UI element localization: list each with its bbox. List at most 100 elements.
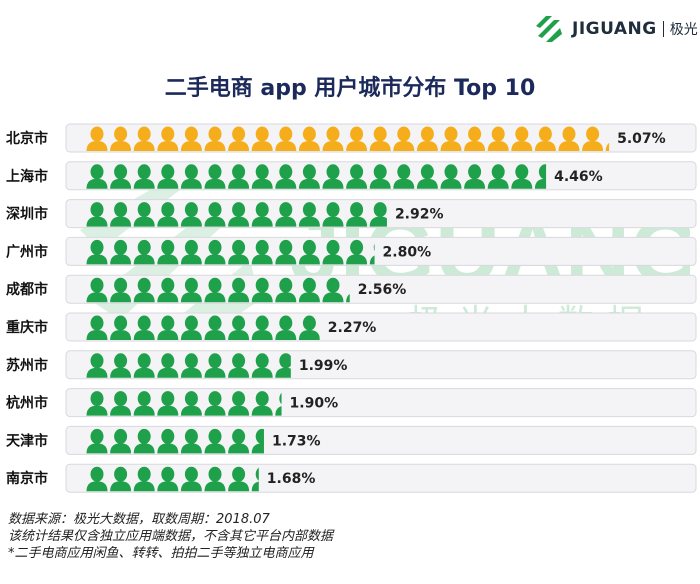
- person-icon: [204, 466, 226, 492]
- person-icon: [133, 428, 155, 454]
- person-icon: [86, 353, 108, 378]
- person-icon: [416, 164, 438, 189]
- person-icon: [228, 353, 250, 378]
- footer-apps-note: *二手电商应用闲鱼、转转、拍拍二手等独立电商应用: [8, 546, 314, 561]
- person-icon: [251, 315, 273, 340]
- person-icon: [180, 353, 202, 378]
- brand-name: JIGUANG: [572, 19, 657, 39]
- data-bar: [86, 164, 547, 189]
- person-icon: [322, 277, 344, 303]
- city-distribution-chart: 北京市 5.07% 上海市 4.46% 深圳市 2.92% 广州市 2.80% 成都市 2.56%…: [6, 123, 697, 493]
- person-icon: [251, 126, 273, 151]
- footer-scope-note: 该统计结果仅含独立应用端数据，不含其它平台内部数据: [8, 529, 334, 544]
- person-icon: [275, 277, 297, 303]
- category-label: 成都市: [6, 281, 48, 298]
- person-icon: [605, 142, 610, 151]
- person-icon: [275, 239, 297, 265]
- person-icon: [228, 315, 250, 340]
- person-icon: [251, 164, 273, 189]
- data-bar: [86, 239, 375, 265]
- person-icon: [157, 239, 179, 265]
- chart-row: 上海市 4.46%: [6, 161, 697, 191]
- person-icon: [346, 126, 368, 151]
- person-icon: [298, 126, 320, 151]
- data-bar: [86, 466, 259, 492]
- person-icon: [157, 126, 179, 151]
- person-icon: [110, 202, 132, 227]
- person-icon: [110, 126, 132, 151]
- person-icon: [157, 466, 179, 492]
- person-icon: [110, 239, 132, 265]
- person-icon: [133, 277, 155, 303]
- person-icon: [464, 126, 486, 151]
- data-bar: [86, 315, 320, 340]
- jiguang-logo-icon: [536, 16, 562, 42]
- person-icon: [251, 202, 273, 227]
- value-label: 5.07%: [617, 131, 666, 147]
- person-icon: [133, 164, 155, 189]
- person-icon: [346, 239, 368, 265]
- value-label: 2.27%: [328, 320, 377, 336]
- data-bar: [86, 126, 610, 151]
- person-icon: [251, 277, 273, 303]
- person-icon: [204, 391, 226, 416]
- value-label: 1.68%: [267, 471, 316, 487]
- person-icon: [487, 126, 509, 151]
- person-icon: [157, 353, 179, 378]
- person-icon: [204, 428, 226, 454]
- person-icon: [464, 164, 486, 189]
- value-label: 2.56%: [358, 282, 407, 298]
- person-icon: [534, 126, 556, 151]
- person-icon: [86, 428, 108, 454]
- person-icon: [86, 466, 108, 492]
- person-icon: [511, 164, 533, 189]
- person-icon: [346, 293, 350, 303]
- data-bar: [86, 353, 291, 378]
- person-icon: [251, 467, 259, 492]
- person-icon: [110, 353, 132, 378]
- person-icon: [133, 239, 155, 265]
- category-label: 南京市: [6, 470, 48, 487]
- chart-row: 广州市 2.80%: [6, 236, 697, 266]
- category-label: 北京市: [6, 130, 48, 147]
- person-icon: [204, 353, 226, 378]
- person-icon: [204, 239, 226, 265]
- person-icon: [110, 391, 132, 416]
- person-icon: [511, 126, 533, 151]
- person-icon: [369, 243, 375, 265]
- chart-row: 天津市 1.73%: [6, 425, 697, 455]
- person-icon: [228, 466, 250, 492]
- person-icon: [86, 277, 108, 303]
- person-icon: [204, 315, 226, 340]
- person-icon: [180, 391, 202, 416]
- chart-row: 深圳市 2.92%: [6, 199, 697, 229]
- person-icon: [157, 202, 179, 227]
- chart-row: 北京市 5.07%: [6, 123, 697, 153]
- person-icon: [228, 164, 250, 189]
- person-icon: [133, 466, 155, 492]
- person-icon: [393, 126, 415, 151]
- category-label: 杭州市: [6, 395, 48, 412]
- brand-logo: JIGUANG 极光: [532, 12, 698, 46]
- data-bar: [86, 202, 387, 227]
- person-icon: [275, 353, 291, 378]
- value-label: 2.80%: [383, 244, 432, 260]
- category-label: 深圳市: [6, 206, 48, 223]
- person-icon: [180, 164, 202, 189]
- value-label: 1.90%: [290, 396, 339, 412]
- person-icon: [582, 126, 604, 151]
- person-icon: [393, 164, 415, 189]
- person-icon: [110, 277, 132, 303]
- person-icon: [440, 126, 462, 151]
- person-icon: [369, 202, 387, 227]
- person-icon: [180, 277, 202, 303]
- category-label: 天津市: [6, 432, 48, 449]
- person-icon: [228, 239, 250, 265]
- person-icon: [204, 277, 226, 303]
- value-label: 1.73%: [272, 433, 321, 449]
- category-label: 重庆市: [6, 319, 48, 336]
- person-icon: [275, 315, 297, 340]
- person-icon: [110, 466, 132, 492]
- person-icon: [228, 202, 250, 227]
- value-label: 1.99%: [299, 358, 348, 374]
